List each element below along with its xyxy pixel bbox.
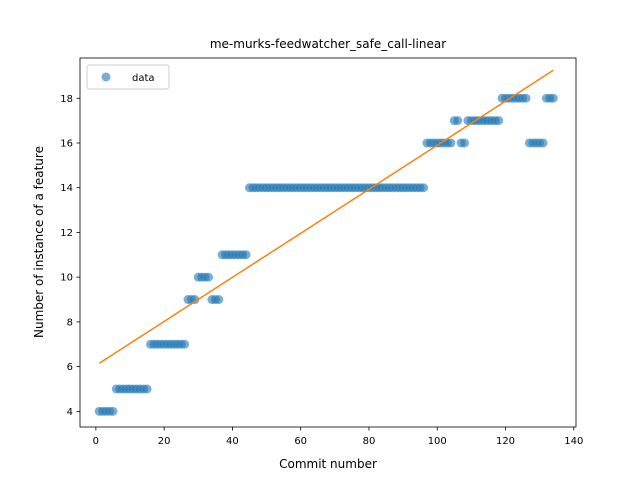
data-point [538,138,548,148]
legend-label: data [132,73,155,84]
series-data [94,93,558,416]
x-tick-label: 0 [93,436,99,447]
data-point [180,339,190,349]
data-point [419,183,429,193]
y-axis-title: Number of instance of a feature [32,146,46,338]
axes: 0 20 40 60 80 100 120 140 4 6 8 10 12 14 16 18 [60,57,583,447]
y-tick-label: 8 [67,317,73,328]
data-point [548,93,558,103]
data-point [494,116,504,126]
data-point [460,138,470,148]
legend-frame [86,64,170,90]
x-tick-label: 100 [428,436,447,447]
data-point [453,116,463,126]
data-point [214,295,224,305]
x-tick-label: 120 [496,436,515,447]
legend-marker [101,72,111,82]
data-point [521,93,531,103]
y-tick-label: 4 [67,407,73,418]
plot-area [94,69,558,416]
x-tick-label: 80 [363,436,376,447]
y-tick-label: 14 [60,183,73,194]
y-tick-label: 18 [60,94,73,105]
y-tick-label: 16 [60,138,73,149]
y-tick-label: 6 [67,362,73,373]
x-axis-title: Commit number [279,457,377,471]
data-point [108,406,118,416]
data-point [446,138,456,148]
legend: data [86,64,170,90]
x-tick-label: 20 [158,436,171,447]
y-tick-label: 12 [60,228,73,239]
fit-line [98,69,554,364]
data-point [241,250,251,260]
chart-title: me-murks-feedwatcher_safe_call-linear [210,37,446,51]
data-point [190,295,200,305]
data-point [142,384,152,394]
x-tick-label: 40 [226,436,239,447]
x-tick-label: 140 [564,436,583,447]
y-tick-label: 10 [60,273,73,284]
axes-frame [79,57,577,428]
x-tick-label: 60 [294,436,307,447]
data-point [204,272,214,282]
